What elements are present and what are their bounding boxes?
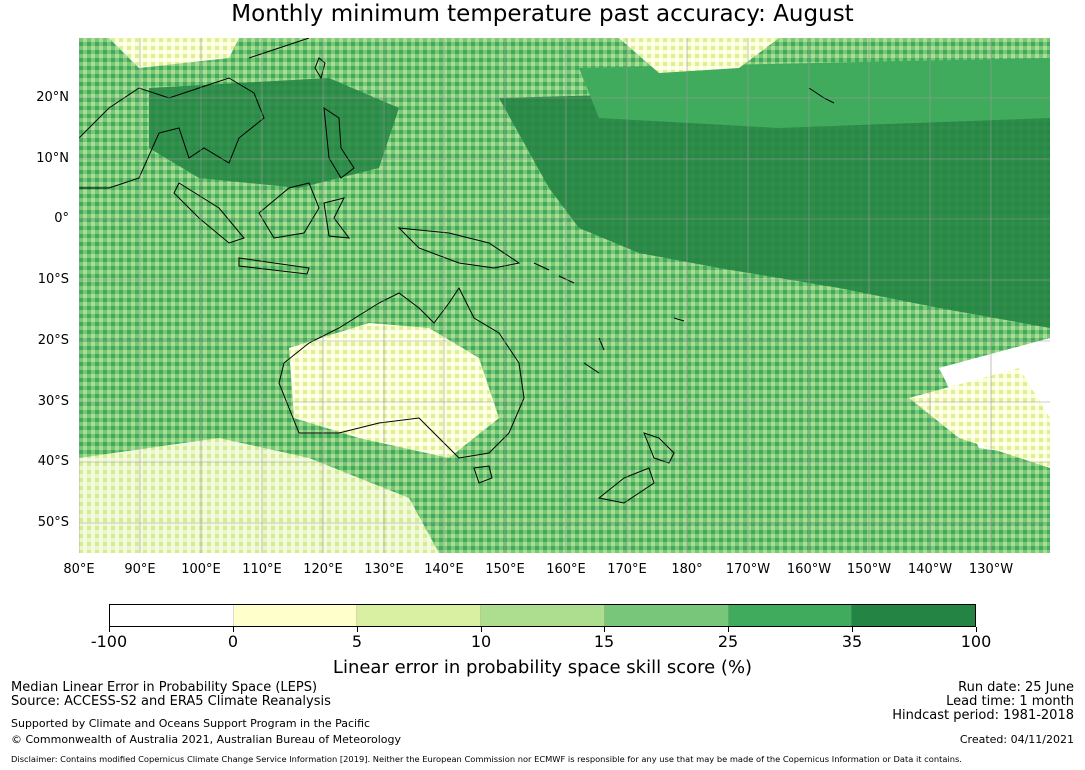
- coastline-australia: [278, 287, 525, 459]
- longitude-label: 140°E: [424, 562, 464, 577]
- longitude-label: 130°W: [968, 562, 1014, 577]
- colorbar: [109, 604, 976, 627]
- low-skill-region-north-pacific: [619, 38, 779, 73]
- latitude-label: 50°S: [37, 515, 69, 530]
- high-skill-region-pacific: [499, 83, 1050, 328]
- latitude-label: 10°S: [37, 272, 69, 287]
- coastline-java: [238, 257, 310, 275]
- low-skill-region-south: [79, 438, 439, 553]
- coastline-new-caledonia: [583, 362, 600, 374]
- longitude-label: 140°W: [907, 562, 953, 577]
- support-statement: Supported by Climate and Oceans Support …: [11, 717, 371, 730]
- colorbar-tick-mark: [233, 627, 234, 632]
- colorbar-tick-mark: [852, 627, 853, 632]
- colorbar-tick-mark: [728, 627, 729, 632]
- longitude-label: 160°E: [546, 562, 586, 577]
- longitude-label: 160°W: [786, 562, 832, 577]
- colorbar-tick-mark: [976, 627, 977, 632]
- coastline-solomon-islands: [533, 262, 575, 284]
- colorbar-segment: [481, 605, 605, 626]
- low-skill-region-australia: [289, 323, 499, 458]
- coastline-philippines: [323, 106, 355, 179]
- created-date: Created: 04/11/2021: [959, 733, 1074, 746]
- coastline-asia-mainland: [79, 77, 265, 189]
- coastline-sumatra: [173, 182, 245, 244]
- colorbar-tick-mark: [604, 627, 605, 632]
- data-source: Source: ACCESS-S2 and ERA5 Climate Reana…: [11, 694, 331, 709]
- high-skill-region-asia: [149, 78, 399, 188]
- low-skill-region-northwest: [109, 38, 239, 68]
- lead-time: Lead time: 1 month: [946, 694, 1074, 709]
- coastline-new-zealand-north: [643, 432, 675, 464]
- coastline-new-guinea: [397, 227, 521, 269]
- coastline-vanuatu: [598, 337, 605, 351]
- coastline-tasmania: [473, 465, 493, 484]
- colorbar-segment: [233, 605, 358, 626]
- low-skill-region-east-2: [909, 368, 1050, 468]
- latitude-label: 20°S: [37, 333, 69, 348]
- longitude-label: 80°E: [63, 562, 95, 577]
- colorbar-segment: [110, 605, 234, 626]
- coastline-china: [248, 38, 310, 59]
- latitude-label: 0°: [54, 211, 69, 226]
- longitude-label: 150°E: [485, 562, 525, 577]
- longitude-label: 90°E: [124, 562, 156, 577]
- coastline-new-zealand-south: [597, 467, 655, 504]
- copyright: © Commonwealth of Australia 2021, Austra…: [11, 733, 401, 746]
- colorbar-tick-label: 15: [593, 632, 615, 651]
- skill-score-map: [79, 38, 1050, 553]
- colorbar-segment: [728, 605, 853, 626]
- graticule: [79, 38, 1050, 553]
- colorbar-label: Linear error in probability space skill …: [332, 657, 753, 678]
- hindcast-period: Hindcast period: 1981-2018: [892, 708, 1074, 723]
- colorbar-tick-label: 10: [470, 632, 492, 651]
- coastline-sulawesi: [323, 197, 351, 239]
- longitude-label: 180°: [671, 562, 703, 577]
- colorbar-segment: [852, 605, 976, 626]
- colorbar-tick-label: 100: [960, 632, 992, 651]
- colorbar-tick-label: 35: [841, 632, 863, 651]
- high-skill-region-north: [579, 58, 1050, 128]
- longitude-label: 130°E: [364, 562, 404, 577]
- disclaimer: Disclaimer: Contains modified Copernicus…: [11, 754, 962, 764]
- coastline-fiji: [673, 317, 685, 322]
- leps-description: Median Linear Error in Probability Space…: [11, 680, 318, 695]
- colorbar-tick-label: 25: [717, 632, 739, 651]
- longitude-label: 100°E: [181, 562, 221, 577]
- run-date: Run date: 25 June: [958, 680, 1074, 695]
- coastlines: [79, 38, 835, 504]
- colorbar-segment: [357, 605, 482, 626]
- latitude-label: 40°S: [37, 454, 69, 469]
- latitude-label: 10°N: [36, 151, 69, 166]
- longitude-label: 170°W: [725, 562, 771, 577]
- coastline-borneo: [258, 182, 320, 239]
- map-title: Monthly minimum temperature past accurac…: [231, 1, 854, 27]
- latitude-label: 30°S: [37, 394, 69, 409]
- colorbar-segment: [604, 605, 729, 626]
- colorbar-tick-mark: [109, 627, 110, 632]
- latitude-label: 20°N: [36, 90, 69, 105]
- colorbar-tick-label: 5: [351, 632, 363, 651]
- colorbar-tick-label: -100: [90, 632, 128, 651]
- longitude-label: 110°E: [242, 562, 282, 577]
- longitude-label: 120°E: [303, 562, 343, 577]
- colorbar-tick-label: 0: [227, 632, 239, 651]
- colorbar-tick-mark: [357, 627, 358, 632]
- longitude-label: 150°W: [846, 562, 892, 577]
- colorbar-tick-mark: [481, 627, 482, 632]
- longitude-label: 170°E: [607, 562, 647, 577]
